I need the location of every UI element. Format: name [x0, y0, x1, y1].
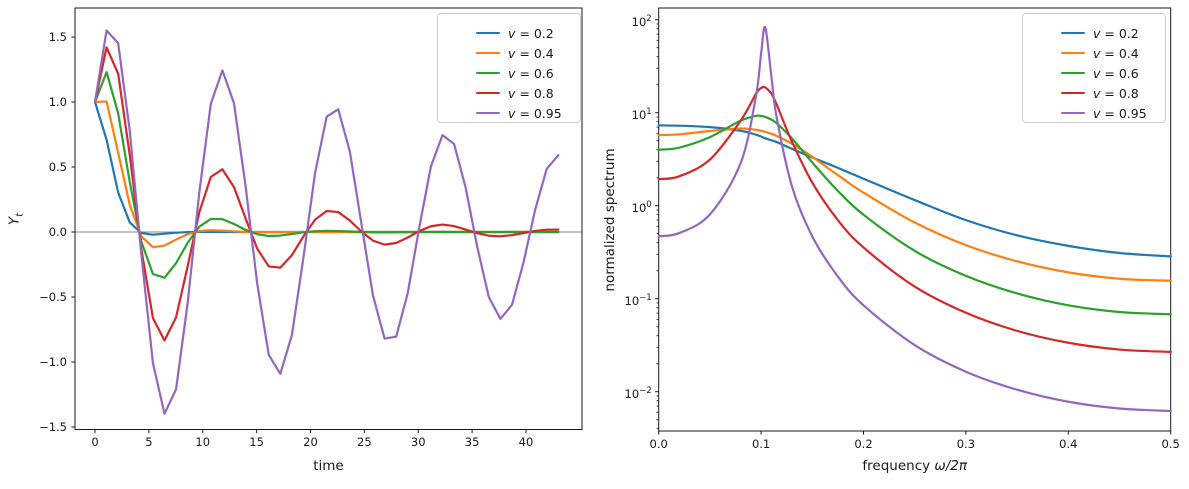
legend-line-sample [1061, 91, 1085, 95]
series-line-purple [657, 25, 1172, 413]
legend-line-sample [1061, 31, 1085, 35]
plot-box-panel-1 [658, 7, 1172, 432]
legend-line-sample [476, 31, 500, 35]
legend-line-sample [1061, 111, 1085, 115]
legend-row: v = 0.4 [438, 43, 580, 63]
series-line-green [657, 114, 1172, 316]
series-line-green [93, 71, 560, 279]
legend-row: v = 0.2 [438, 23, 580, 43]
legend-left-panel: v = 0.2 v = 0.4 v = 0.6 v = 0.8 v = 0.95 [437, 13, 581, 123]
legend-line-sample [476, 51, 500, 55]
legend-label: v = 0.4 [508, 45, 554, 61]
right-xlabel-text: frequency [862, 458, 935, 474]
legend-row: v = 0.95 [438, 103, 580, 123]
right-xaxis-label: frequency ω/2π [862, 458, 967, 474]
legend-label: v = 0.6 [1093, 65, 1139, 81]
legend-row: v = 0.95 [1023, 103, 1165, 123]
series-line-red [93, 46, 560, 342]
legend-row: v = 0.8 [1023, 83, 1165, 103]
legend-line-sample [476, 111, 500, 115]
plot-box-panel-0 [74, 7, 583, 430]
legend-label: v = 0.8 [508, 85, 554, 101]
series-line-red [657, 85, 1172, 353]
ylabel-base: Y [6, 216, 23, 226]
legend-label: v = 0.8 [1093, 85, 1139, 101]
legend-label: v = 0.95 [1093, 105, 1147, 121]
series-line-orange [657, 127, 1172, 282]
right-yaxis-label: normalized spectrum [602, 147, 618, 292]
left-yaxis-label: Yt [7, 213, 26, 225]
legend-line-sample [476, 91, 500, 95]
legend-row: v = 0.6 [438, 63, 580, 83]
series-line-purple [93, 29, 560, 415]
legend-line-sample [476, 71, 500, 75]
legend-label: v = 0.95 [508, 105, 562, 121]
legend-row: v = 0.6 [1023, 63, 1165, 83]
legend-line-sample [1061, 71, 1085, 75]
legend-line-sample [1061, 51, 1085, 55]
legend-row: v = 0.8 [438, 83, 580, 103]
ylabel-sub: t [14, 212, 26, 217]
legend-label: v = 0.2 [508, 25, 554, 41]
series-line-blue [657, 124, 1172, 258]
legend-label: v = 0.4 [1093, 45, 1139, 61]
legend-label: v = 0.6 [508, 65, 554, 81]
legend-row: v = 0.4 [1023, 43, 1165, 63]
legend-row: v = 0.2 [1023, 23, 1165, 43]
left-xaxis-label: time [313, 458, 344, 474]
right-xlabel-math: ω/2π [934, 458, 967, 474]
legend-label: v = 0.2 [1093, 25, 1139, 41]
legend-right-panel: v = 0.2 v = 0.4 v = 0.6 v = 0.8 v = 0.95 [1022, 13, 1166, 123]
series-line-orange [93, 100, 560, 249]
